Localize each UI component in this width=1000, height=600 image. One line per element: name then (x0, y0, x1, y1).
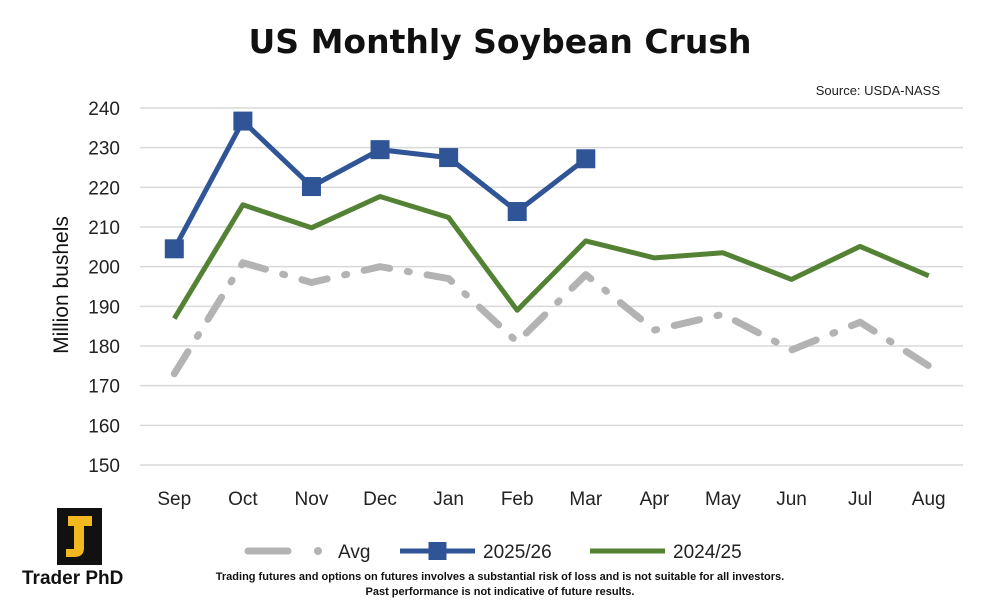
legend-label: 2024/25 (673, 542, 742, 563)
gridlines (140, 107, 963, 466)
legend: Avg 2025/26 2024/25 (244, 542, 742, 563)
y-tick-label: 160 (88, 416, 120, 437)
x-tick-label: Jun (776, 489, 807, 510)
series-line-2024-25 (172, 194, 930, 320)
legend-label: 2025/26 (483, 542, 552, 563)
x-tick-label: Jul (848, 489, 872, 510)
data-point-2025-26 (370, 140, 390, 160)
data-point-2025-26 (233, 111, 253, 131)
chart-title: US Monthly Soybean Crush (248, 22, 752, 61)
y-tick-label: 150 (88, 456, 120, 477)
data-point-2025-26 (439, 148, 459, 168)
x-tick-label: Aug (912, 489, 946, 510)
y-tick-label: 200 (88, 258, 120, 279)
y-tick-label: 170 (88, 377, 120, 398)
x-tick-label: Sep (157, 489, 191, 510)
y-tick-label: 230 (88, 139, 120, 160)
legend-swatch-dot (314, 547, 322, 555)
disclaimer-line-1: Trading futures and options on futures i… (215, 571, 785, 583)
legend-item-2024-25: 2024/25 (590, 542, 742, 563)
data-point-2025-26 (576, 149, 596, 169)
x-tick-label: Feb (501, 489, 534, 510)
source-note: Source: USDA-NASS (815, 83, 940, 98)
y-tick-label: 210 (88, 218, 120, 239)
data-point-2025-26 (301, 177, 321, 197)
x-tick-label: Dec (363, 489, 397, 510)
x-tick-label: Mar (569, 489, 602, 510)
y-tick-label: 190 (88, 297, 120, 318)
logo-icon (57, 508, 102, 565)
y-tick-label: 240 (88, 99, 120, 120)
x-tick-label: Jan (433, 489, 464, 510)
x-tick-label: May (705, 489, 741, 510)
data-point-2025-26 (507, 202, 527, 222)
legend-item-2025-26: 2025/26 (400, 542, 552, 563)
x-tick-label: Oct (228, 489, 258, 510)
legend-label: Avg (338, 542, 370, 563)
y-tick-label: 180 (88, 337, 120, 358)
legend-item-avg: Avg (244, 542, 370, 563)
x-tick-label: Apr (640, 489, 670, 510)
disclaimer-line-2: Past performance is not indicative of fu… (365, 586, 635, 598)
y-tick-labels: 150 160 170 180 190 200 210 220 230 240 (88, 99, 120, 477)
x-tick-labels: Sep Oct Nov Dec Jan Feb Mar Apr May Jun Jul Aug (157, 489, 945, 510)
y-tick-label: 220 (88, 178, 120, 199)
legend-marker (428, 542, 447, 560)
disclaimer: Trading futures and options on futures i… (150, 570, 850, 600)
series-line-avg (170, 259, 933, 378)
x-tick-label: Nov (295, 489, 329, 510)
series-group (164, 111, 933, 378)
data-point-2025-26 (164, 239, 184, 259)
brand-name: Trader PhD (22, 568, 124, 589)
